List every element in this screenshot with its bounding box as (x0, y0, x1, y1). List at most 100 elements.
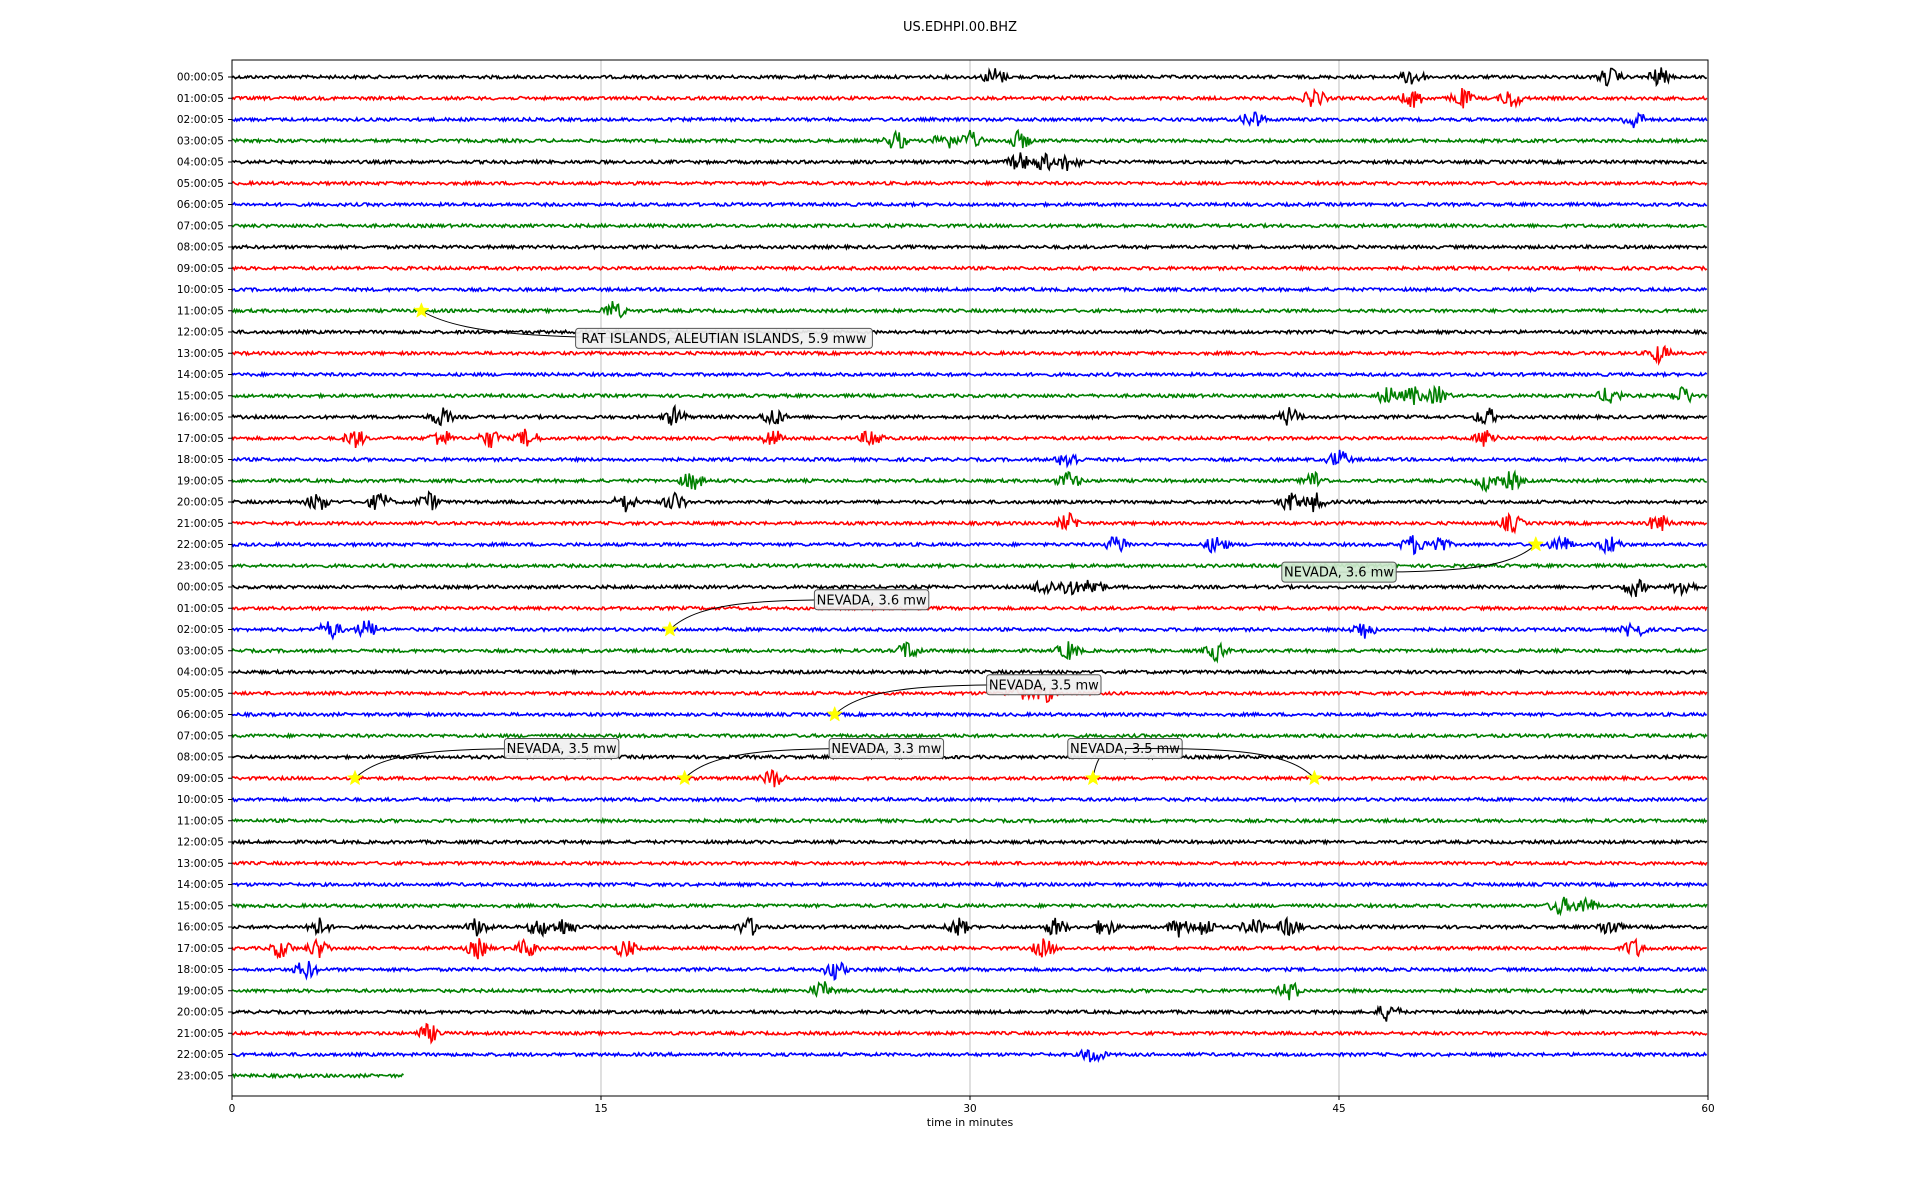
chart-title: US.EDHPI.00.BHZ (903, 20, 1017, 35)
y-tick-label: 16:00:05 (177, 412, 224, 424)
y-tick-label: 19:00:05 (177, 475, 224, 487)
y-tick-label: 03:00:05 (177, 645, 224, 657)
y-tick-label: 18:00:05 (177, 454, 224, 466)
event-label-box (813, 589, 930, 611)
trace-row (231, 795, 1708, 803)
trace-row (231, 301, 1708, 319)
y-tick-label: 10:00:05 (177, 284, 224, 296)
x-tick-label: 45 (1332, 1103, 1345, 1115)
event-label: NEVADA, 3.6 mw (1284, 566, 1394, 581)
y-tick-label: 02:00:05 (177, 624, 224, 636)
trace-row (231, 620, 1708, 641)
trace-row (231, 403, 1708, 427)
y-tick-label: 01:00:05 (177, 93, 224, 105)
trace-row (231, 561, 1708, 570)
y-tick-label: 03:00:05 (177, 135, 224, 147)
trace-row (231, 604, 1708, 613)
event-star-marker (1306, 769, 1323, 786)
y-tick-label: 21:00:05 (177, 518, 224, 530)
event-label: NEVADA, 3.5 mw (1070, 742, 1180, 757)
event-label-box (503, 738, 620, 759)
trace-row (231, 67, 1708, 88)
trace-row (232, 880, 1708, 889)
trace-row (231, 937, 1708, 960)
trace-row (231, 1048, 1708, 1063)
y-tick-label: 13:00:05 (177, 348, 224, 360)
event-star-marker (826, 705, 843, 722)
event-star-marker (1527, 535, 1545, 552)
y-tick-label: 11:00:05 (177, 305, 224, 317)
trace-row (231, 1022, 1708, 1045)
trace-row (231, 859, 1708, 867)
y-tick-label: 23:00:05 (177, 560, 224, 572)
event-label-box (575, 327, 873, 349)
y-tick-label: 14:00:05 (177, 369, 224, 381)
trace-row (232, 980, 1707, 1001)
event-label-box (1281, 561, 1397, 583)
event-label-box (986, 674, 1102, 696)
y-tick-label: 04:00:05 (177, 157, 224, 169)
y-tick-label: 21:00:05 (177, 1028, 224, 1040)
y-tick-label: 02:00:05 (177, 114, 224, 126)
y-tick-label: 09:00:05 (177, 263, 224, 275)
trace-row (231, 428, 1708, 449)
y-tick-label: 10:00:05 (177, 794, 224, 806)
y-tick-label: 00:00:05 (177, 582, 224, 594)
y-tick-label: 04:00:05 (177, 667, 224, 679)
event-star-marker (1084, 769, 1102, 786)
y-tick-label: 20:00:05 (177, 497, 224, 509)
trace-row (231, 328, 1708, 336)
trace-row (231, 732, 1708, 740)
event-label: NEVADA, 3.3 mw (831, 742, 941, 757)
y-tick-label: 16:00:05 (177, 922, 224, 934)
event-label: NEVADA, 3.6 mw (817, 593, 927, 608)
y-tick-label: 07:00:05 (177, 220, 224, 232)
y-tick-label: 15:00:05 (177, 390, 224, 402)
trace-row (231, 490, 1708, 513)
event-label: RAT ISLANDS, ALEUTIAN ISLANDS, 5.9 mww (581, 332, 866, 347)
y-tick-label: 05:00:05 (177, 178, 224, 190)
trace-row (231, 344, 1707, 366)
trace-row (231, 449, 1708, 469)
y-tick-label: 11:00:05 (177, 815, 224, 827)
trace-row (231, 222, 1707, 230)
trace-row (231, 511, 1708, 535)
y-tick-label: 14:00:05 (177, 879, 224, 891)
y-tick-label: 19:00:05 (177, 985, 224, 997)
trace-row (231, 87, 1708, 109)
y-tick-label: 20:00:05 (177, 1007, 224, 1019)
y-tick-label: 12:00:05 (177, 837, 224, 849)
trace-row (231, 753, 1708, 761)
y-tick-label: 08:00:05 (177, 242, 224, 254)
trace-row (231, 578, 1708, 598)
trace-row (231, 152, 1708, 172)
y-tick-label: 17:00:05 (177, 433, 224, 445)
y-tick-label: 22:00:05 (177, 1049, 224, 1061)
trace-row (231, 684, 1708, 703)
trace-row (231, 1072, 404, 1080)
trace-row (231, 535, 1708, 556)
event-star-marker (413, 302, 430, 318)
x-tick-label: 0 (229, 1103, 236, 1115)
trace-row (231, 111, 1708, 129)
y-tick-label: 07:00:05 (177, 730, 224, 742)
y-tick-label: 12:00:05 (177, 327, 224, 339)
trace-row (231, 285, 1708, 294)
trace-row (231, 960, 1708, 982)
y-tick-label: 18:00:05 (177, 964, 224, 976)
trace-row (231, 896, 1708, 917)
event-label: NEVADA, 3.5 mw (507, 742, 617, 757)
y-tick-label: 13:00:05 (177, 858, 224, 870)
event-label: NEVADA, 3.5 mw (989, 678, 1099, 693)
trace-row (231, 769, 1708, 788)
x-tick-label: 15 (594, 1103, 607, 1115)
trace-row (231, 641, 1707, 664)
y-tick-label: 23:00:05 (177, 1070, 224, 1082)
trace-row (231, 710, 1708, 719)
trace-row (231, 200, 1708, 209)
event-connector (1124, 748, 1315, 779)
trace-row (231, 179, 1708, 187)
trace-row (231, 370, 1708, 379)
trace-row (231, 243, 1708, 251)
